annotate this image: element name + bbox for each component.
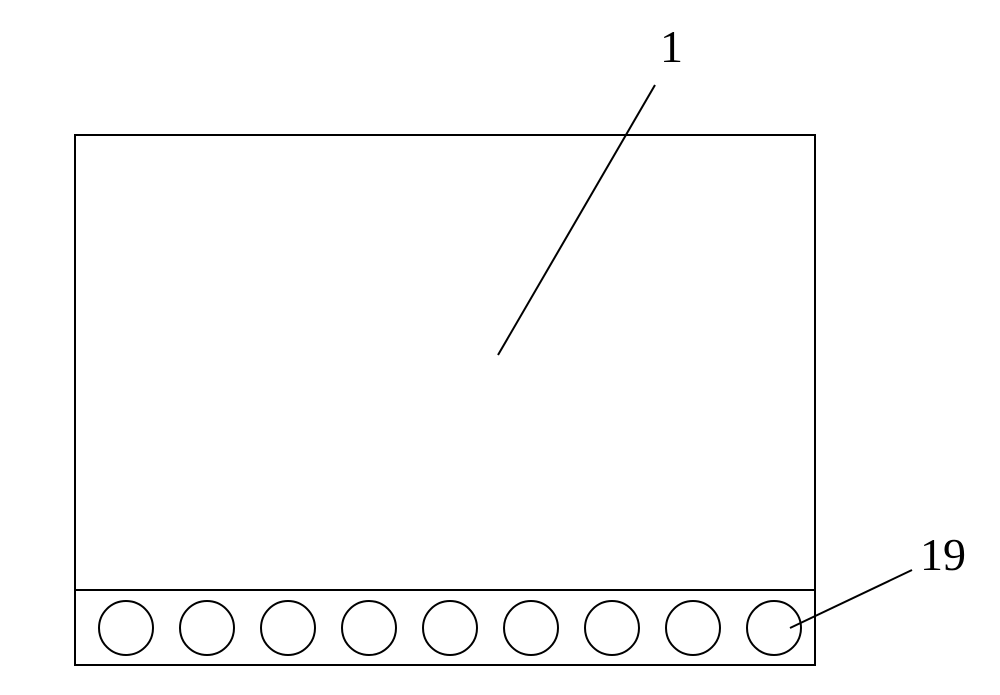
label-1: 1 — [660, 21, 683, 72]
diagram-container: 1 19 — [0, 0, 1000, 695]
diagram-svg: 1 19 — [0, 0, 1000, 695]
leader-line-19 — [790, 570, 912, 628]
hole-circle — [99, 601, 153, 655]
hole-circle — [261, 601, 315, 655]
label-19: 19 — [920, 529, 966, 580]
leader-line-1 — [498, 85, 655, 355]
outer-box — [75, 135, 815, 665]
hole-circle — [342, 601, 396, 655]
hole-circle — [180, 601, 234, 655]
hole-circle — [504, 601, 558, 655]
hole-circle — [423, 601, 477, 655]
hole-circle — [666, 601, 720, 655]
hole-circle — [585, 601, 639, 655]
hole-circle — [747, 601, 801, 655]
